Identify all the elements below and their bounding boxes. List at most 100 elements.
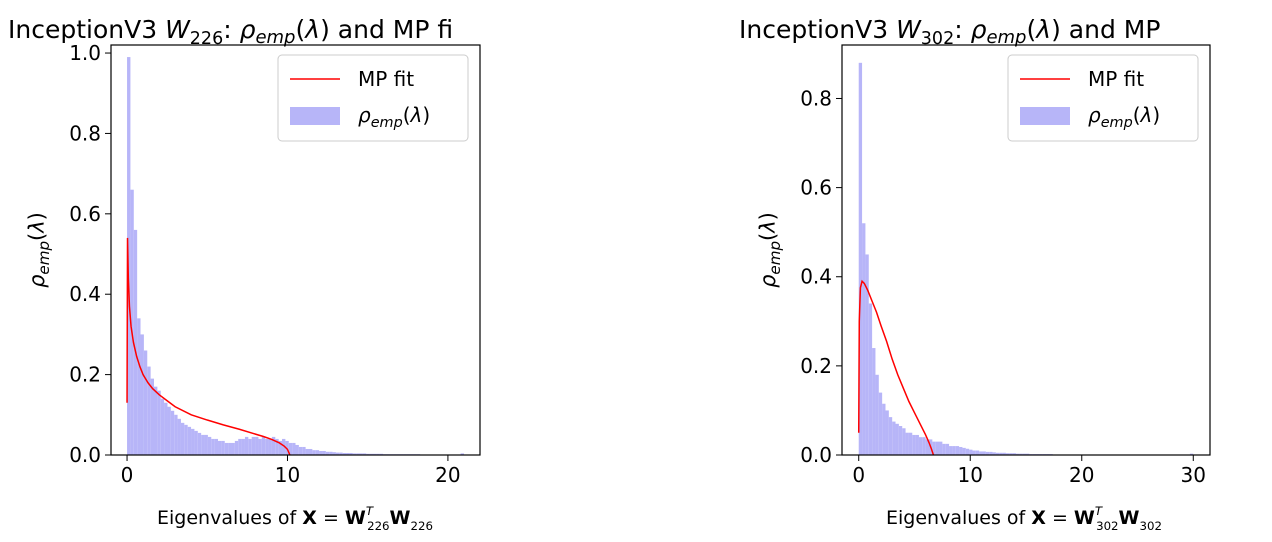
histogram-bar <box>362 453 367 455</box>
histogram-bar <box>278 440 283 455</box>
y-tick-label: 0.4 <box>69 282 101 306</box>
histogram-bar <box>147 366 151 455</box>
histogram-bar <box>952 446 956 455</box>
histogram-bar <box>150 378 154 455</box>
histogram-bar <box>180 422 185 455</box>
histogram-bar <box>153 386 158 455</box>
histogram-bar <box>164 402 168 455</box>
y-axis-label: ρemp(λ) <box>25 212 53 288</box>
histogram-bar <box>238 438 242 455</box>
x-tick-label: 10 <box>275 463 300 487</box>
histogram-bar <box>214 438 219 455</box>
histogram-bar <box>258 438 262 455</box>
histogram-bar <box>184 424 188 455</box>
histogram-bar <box>962 447 966 455</box>
histogram-bar <box>160 398 165 455</box>
histogram-bar <box>965 448 970 455</box>
histogram-bar <box>972 450 976 455</box>
histogram-bar <box>170 410 175 455</box>
histogram-bar <box>912 434 916 455</box>
histogram-bar <box>955 446 960 455</box>
x-tick-label: 0 <box>852 463 865 487</box>
legend-fit-label: MP fit <box>358 67 414 91</box>
x-axis-label: Eigenvalues of X = WT 302W302 <box>886 504 1162 533</box>
histogram-bar <box>319 450 323 455</box>
histogram-bar <box>244 436 249 455</box>
histogram-bar <box>868 303 873 455</box>
legend-emp-swatch <box>290 107 340 125</box>
histogram-bar <box>197 432 202 455</box>
histogram-bar <box>1022 453 1026 455</box>
histogram-bar <box>902 428 906 455</box>
histogram-bar <box>241 438 245 455</box>
histogram-bar <box>1002 452 1006 455</box>
plot-frame <box>841 44 1211 456</box>
histogram-bar <box>1015 453 1020 455</box>
histogram-bar <box>352 453 357 455</box>
y-tick-label: 0.8 <box>69 121 101 145</box>
x-axis-label: Eigenvalues of X = WT 226W226 <box>157 504 433 533</box>
histogram-bar <box>137 318 141 455</box>
histogram-bar <box>1005 453 1010 455</box>
histogram-bar <box>872 348 876 455</box>
histogram-bars <box>858 62 1194 456</box>
histogram-bar <box>1019 453 1023 455</box>
histogram-bar <box>982 451 986 455</box>
histogram-bar <box>1009 453 1013 455</box>
histogram-bar <box>218 440 222 455</box>
histogram-bar <box>127 57 131 455</box>
x-tick-label: 20 <box>435 463 460 487</box>
chart-title: InceptionV3 W302: ρemp(λ) and MP <box>739 15 1160 49</box>
y-tick-label: 0.2 <box>69 363 101 387</box>
histogram-bar <box>207 436 212 455</box>
histogram-bar <box>366 453 370 455</box>
histogram-bar <box>224 442 229 455</box>
y-tick-label: 0.0 <box>69 443 101 467</box>
y-tick-label: 0.8 <box>800 86 832 110</box>
histogram-bar <box>177 418 181 455</box>
mp-fit-line <box>126 237 291 456</box>
histogram-bar <box>359 453 363 455</box>
histogram-bar <box>255 436 259 455</box>
histogram-bar <box>325 451 330 455</box>
histogram-bar <box>211 438 215 455</box>
histogram-bar <box>231 442 235 455</box>
histogram-bar <box>942 443 946 455</box>
histogram-bar <box>302 446 306 455</box>
histogram-bar <box>979 451 983 455</box>
histogram-bar <box>332 452 336 455</box>
y-tick-label: 0.6 <box>69 202 101 226</box>
histogram-bar <box>992 452 996 455</box>
histogram-bar <box>356 453 360 455</box>
y-tick-label: 1.0 <box>69 41 101 65</box>
histogram-bar <box>292 442 296 455</box>
histogram-bar <box>895 423 899 455</box>
histogram-bar <box>204 434 208 455</box>
histogram-bar <box>379 453 384 455</box>
histogram-bar <box>878 392 883 455</box>
histogram-bar <box>905 432 909 455</box>
histogram-bar <box>369 453 373 455</box>
legend-emp-swatch <box>1020 107 1070 125</box>
histogram-bar <box>885 410 889 455</box>
histogram-bar <box>1189 453 1194 455</box>
histogram-bar <box>882 403 886 455</box>
y-tick-label: 0.2 <box>800 354 832 378</box>
histogram-bar <box>143 350 148 455</box>
histogram-bar <box>298 446 303 455</box>
histogram-bar <box>975 450 980 455</box>
y-tick-label: 0.0 <box>800 443 832 467</box>
x-tick-label: 0 <box>121 463 134 487</box>
histogram-bar <box>201 434 205 455</box>
histogram-bar <box>989 451 993 455</box>
x-tick-label: 20 <box>1069 463 1094 487</box>
histogram-bar <box>194 430 198 455</box>
histogram-bar <box>187 426 192 455</box>
y-tick-label: 0.6 <box>800 176 832 200</box>
histogram-bar <box>858 62 863 456</box>
histogram-bar <box>892 421 896 455</box>
histogram-bar <box>908 432 913 455</box>
histogram-bar <box>329 451 333 455</box>
histogram-bar <box>315 450 320 455</box>
chart-2: 0 10 20 30 0.0 0.2 0.4 0.6 0.8 InceptionV3 W302: … <box>739 15 1211 533</box>
